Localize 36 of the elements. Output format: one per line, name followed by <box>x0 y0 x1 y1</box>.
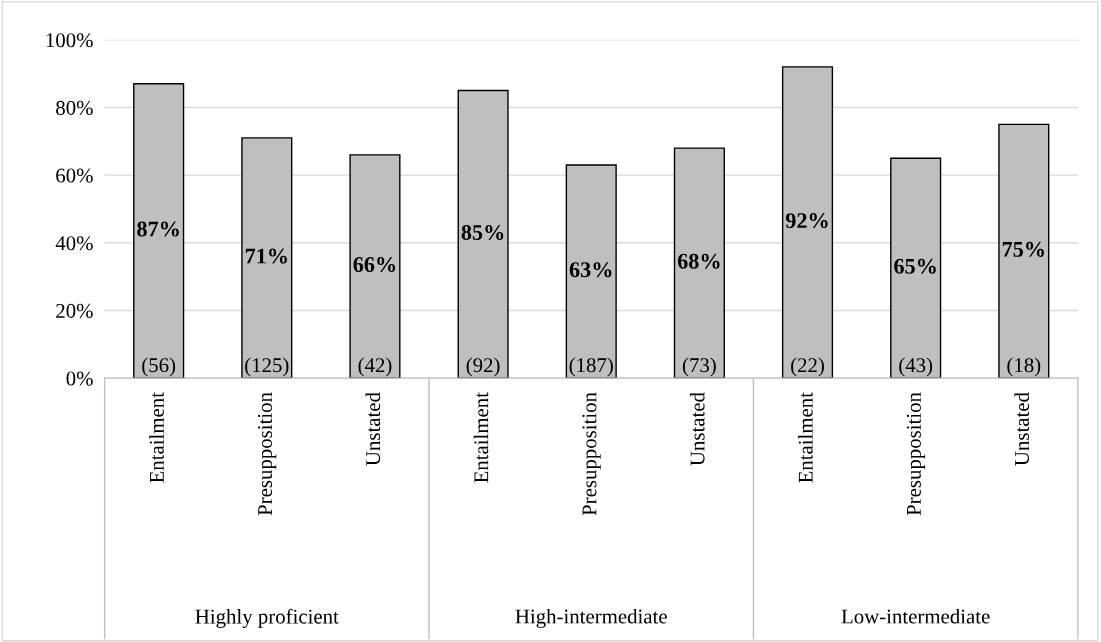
y-tick-label: 60% <box>56 168 93 183</box>
y-tick-label: 0% <box>66 371 93 386</box>
data-label: 68% <box>677 253 720 269</box>
annotation: (187) <box>569 357 613 377</box>
data-label: 71% <box>245 248 287 264</box>
annotation: (56) <box>142 357 176 377</box>
annotation: (92) <box>466 357 500 377</box>
annotation: (73) <box>682 357 716 377</box>
data-label: 65% <box>894 258 936 274</box>
data-label: 75% <box>1002 241 1044 257</box>
data-label: 63% <box>569 262 612 278</box>
text: High-intermediate <box>515 608 667 628</box>
data-label: 85% <box>461 224 504 240</box>
x-tick-label: Presupposition <box>258 392 277 516</box>
annotation: (43) <box>899 357 933 377</box>
x-tick-label: Entailment <box>473 392 489 483</box>
x-tick-label: Unstated <box>689 392 705 466</box>
annotation: (42) <box>358 357 392 377</box>
annotation: (125) <box>245 357 289 377</box>
x-tick-label: Presupposition <box>906 392 926 516</box>
data-label: 92% <box>785 213 828 229</box>
x-tick-label: Entailment <box>798 392 813 483</box>
text: Low-intermediate <box>841 608 990 624</box>
data-label: 87% <box>137 221 179 237</box>
y-tick-label: 20% <box>56 303 93 318</box>
y-tick-label: 80% <box>56 100 93 115</box>
y-tick-label: 100% <box>46 33 93 48</box>
x-tick-label: Unstated <box>1014 392 1030 466</box>
data-label: 66% <box>353 257 396 273</box>
annotation: (18) <box>1007 357 1041 377</box>
y-tick-label: 40% <box>55 236 93 251</box>
x-tick-label: Presupposition <box>582 392 601 516</box>
x-tick-label: Unstated <box>365 392 381 466</box>
annotation: (22) <box>791 357 824 377</box>
x-tick-label: Entailment <box>149 392 164 483</box>
text: Highly proficient <box>195 608 339 628</box>
